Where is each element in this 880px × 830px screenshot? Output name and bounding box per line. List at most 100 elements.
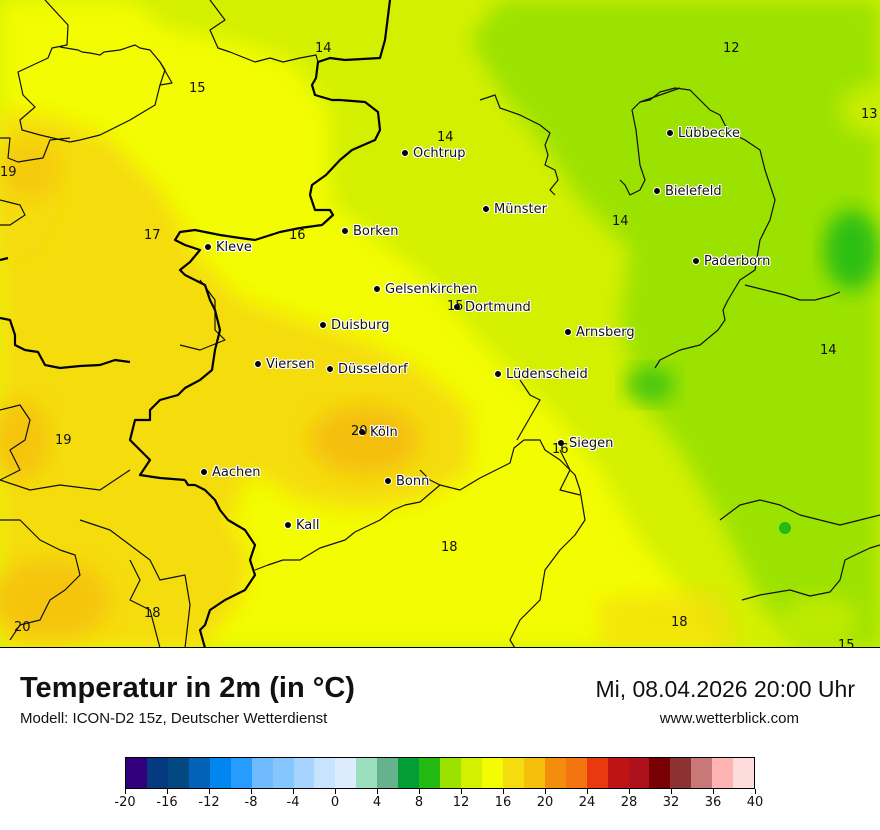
- city-label-duesseldorf: Düsseldorf: [326, 363, 408, 377]
- colorbar-tick-label: 40: [746, 795, 764, 810]
- colorbar-tick-label: 32: [662, 795, 680, 810]
- colorbar-tick-label: 20: [536, 795, 554, 810]
- city-label-luebbecke: Lübbecke: [666, 127, 740, 141]
- colorbar-segment: [167, 758, 189, 788]
- city-dot-icon: [564, 327, 572, 336]
- city-dot-icon: [358, 427, 366, 436]
- colorbar-tick-label: 12: [452, 795, 470, 810]
- colorbar-tick: [167, 789, 168, 794]
- colorbar-tick: [713, 789, 714, 794]
- colorbar-tick: [251, 789, 252, 794]
- city-label-bielefeld: Bielefeld: [653, 185, 722, 199]
- city-label-luedenscheid: Lüdenscheid: [494, 368, 588, 382]
- city-dot-icon: [482, 204, 490, 213]
- colorbar-tick: [587, 789, 588, 794]
- colorbar-segment: [335, 758, 357, 788]
- colorbar-tick: [503, 789, 504, 794]
- city-dot-icon: [204, 242, 212, 251]
- city-label-dortmund: Dortmund: [453, 301, 531, 315]
- colorbar-tick: [209, 789, 210, 794]
- colorbar-segment: [544, 758, 566, 788]
- colorbar-tick: [125, 789, 126, 794]
- colorbar-tick-label: -4: [286, 795, 300, 810]
- colorbar-segment: [188, 758, 210, 788]
- city-label-paderborn: Paderborn: [692, 255, 770, 269]
- value-label: 19: [0, 165, 17, 180]
- city-label-arnsberg: Arnsberg: [564, 326, 635, 340]
- website-credit[interactable]: www.wetterblick.com: [659, 710, 799, 727]
- city-label-borken: Borken: [341, 225, 399, 239]
- value-label: 14: [612, 214, 629, 229]
- map-title: Temperatur in 2m (in °C): [20, 672, 355, 704]
- colorbar-segment: [126, 758, 147, 788]
- city-label-muenster: Münster: [482, 203, 547, 217]
- colorbar-tick: [629, 789, 630, 794]
- value-label: 16: [552, 442, 569, 457]
- city-dot-icon: [384, 476, 392, 485]
- colorbar-segment: [733, 758, 755, 788]
- colorbar-segment: [293, 758, 315, 788]
- colorbar-tick-label: 16: [494, 795, 512, 810]
- colorbar-segment: [356, 758, 378, 788]
- colorbar-segment: [586, 758, 608, 788]
- colorbar-tick: [335, 789, 336, 794]
- city-dot-icon: [254, 359, 262, 368]
- colorbar-segment: [461, 758, 482, 788]
- city-label-koeln: Köln: [358, 426, 398, 440]
- city-label-kleve: Kleve: [204, 241, 252, 255]
- colorbar-tick-label: -8: [244, 795, 258, 810]
- colorbar-tick: [377, 789, 378, 794]
- colorbar-tick-label: 0: [330, 795, 340, 810]
- city-dot-icon: [284, 520, 292, 529]
- city-dot-icon: [692, 256, 700, 265]
- colorbar-segment: [440, 758, 461, 788]
- colorbar-tick-label: -20: [114, 795, 136, 810]
- city-dot-icon: [401, 148, 409, 157]
- city-label-kall: Kall: [284, 519, 320, 533]
- colorbar-segment: [607, 758, 629, 788]
- colorbar-segment: [251, 758, 273, 788]
- city-dot-icon: [341, 226, 349, 235]
- value-label: 14: [315, 41, 332, 56]
- colorbar-tick-label: 24: [578, 795, 596, 810]
- colorbar-segment: [523, 758, 545, 788]
- value-label: 15: [447, 299, 464, 314]
- city-dot-icon: [666, 128, 674, 137]
- colorbar-tick-label: 36: [704, 795, 722, 810]
- city-dot-icon: [326, 364, 334, 373]
- colorbar-segment: [314, 758, 336, 788]
- colorbar-tick: [545, 789, 546, 794]
- colorbar-segment: [712, 758, 734, 788]
- value-label: 16: [289, 228, 306, 243]
- city-label-aachen: Aachen: [200, 466, 260, 480]
- colorbar-segment: [419, 758, 441, 788]
- colorbar-tick-label: -16: [156, 795, 178, 810]
- city-label-siegen: Siegen: [557, 437, 613, 451]
- value-label: 13: [861, 107, 878, 122]
- value-label: 15: [189, 81, 206, 96]
- colorbar-tick: [419, 789, 420, 794]
- temperature-colorbar: [125, 757, 755, 789]
- colorbar-tick-label: 8: [414, 795, 424, 810]
- value-label: 19: [55, 433, 72, 448]
- colorbar-segment: [649, 758, 671, 788]
- value-label: 20: [14, 620, 31, 635]
- temperature-field: [0, 0, 880, 647]
- colorbar-segment: [398, 758, 420, 788]
- colorbar-segment: [230, 758, 252, 788]
- temperature-map: Ochtrup Lübbecke Bielefeld Münster Borke…: [0, 0, 880, 648]
- colorbar-tick: [671, 789, 672, 794]
- colorbar-segment: [377, 758, 399, 788]
- value-label: 15: [838, 638, 855, 648]
- city-dot-icon: [494, 369, 502, 378]
- value-label: 14: [437, 130, 454, 145]
- city-dot-icon: [200, 467, 208, 476]
- value-label: 12: [723, 41, 740, 56]
- city-label-duisburg: Duisburg: [319, 319, 390, 333]
- colorbar-segment: [670, 758, 692, 788]
- colorbar-segment: [209, 758, 231, 788]
- city-label-bonn: Bonn: [384, 475, 429, 489]
- value-label: 18: [441, 540, 458, 555]
- colorbar-tick: [293, 789, 294, 794]
- city-dot-icon: [653, 186, 661, 195]
